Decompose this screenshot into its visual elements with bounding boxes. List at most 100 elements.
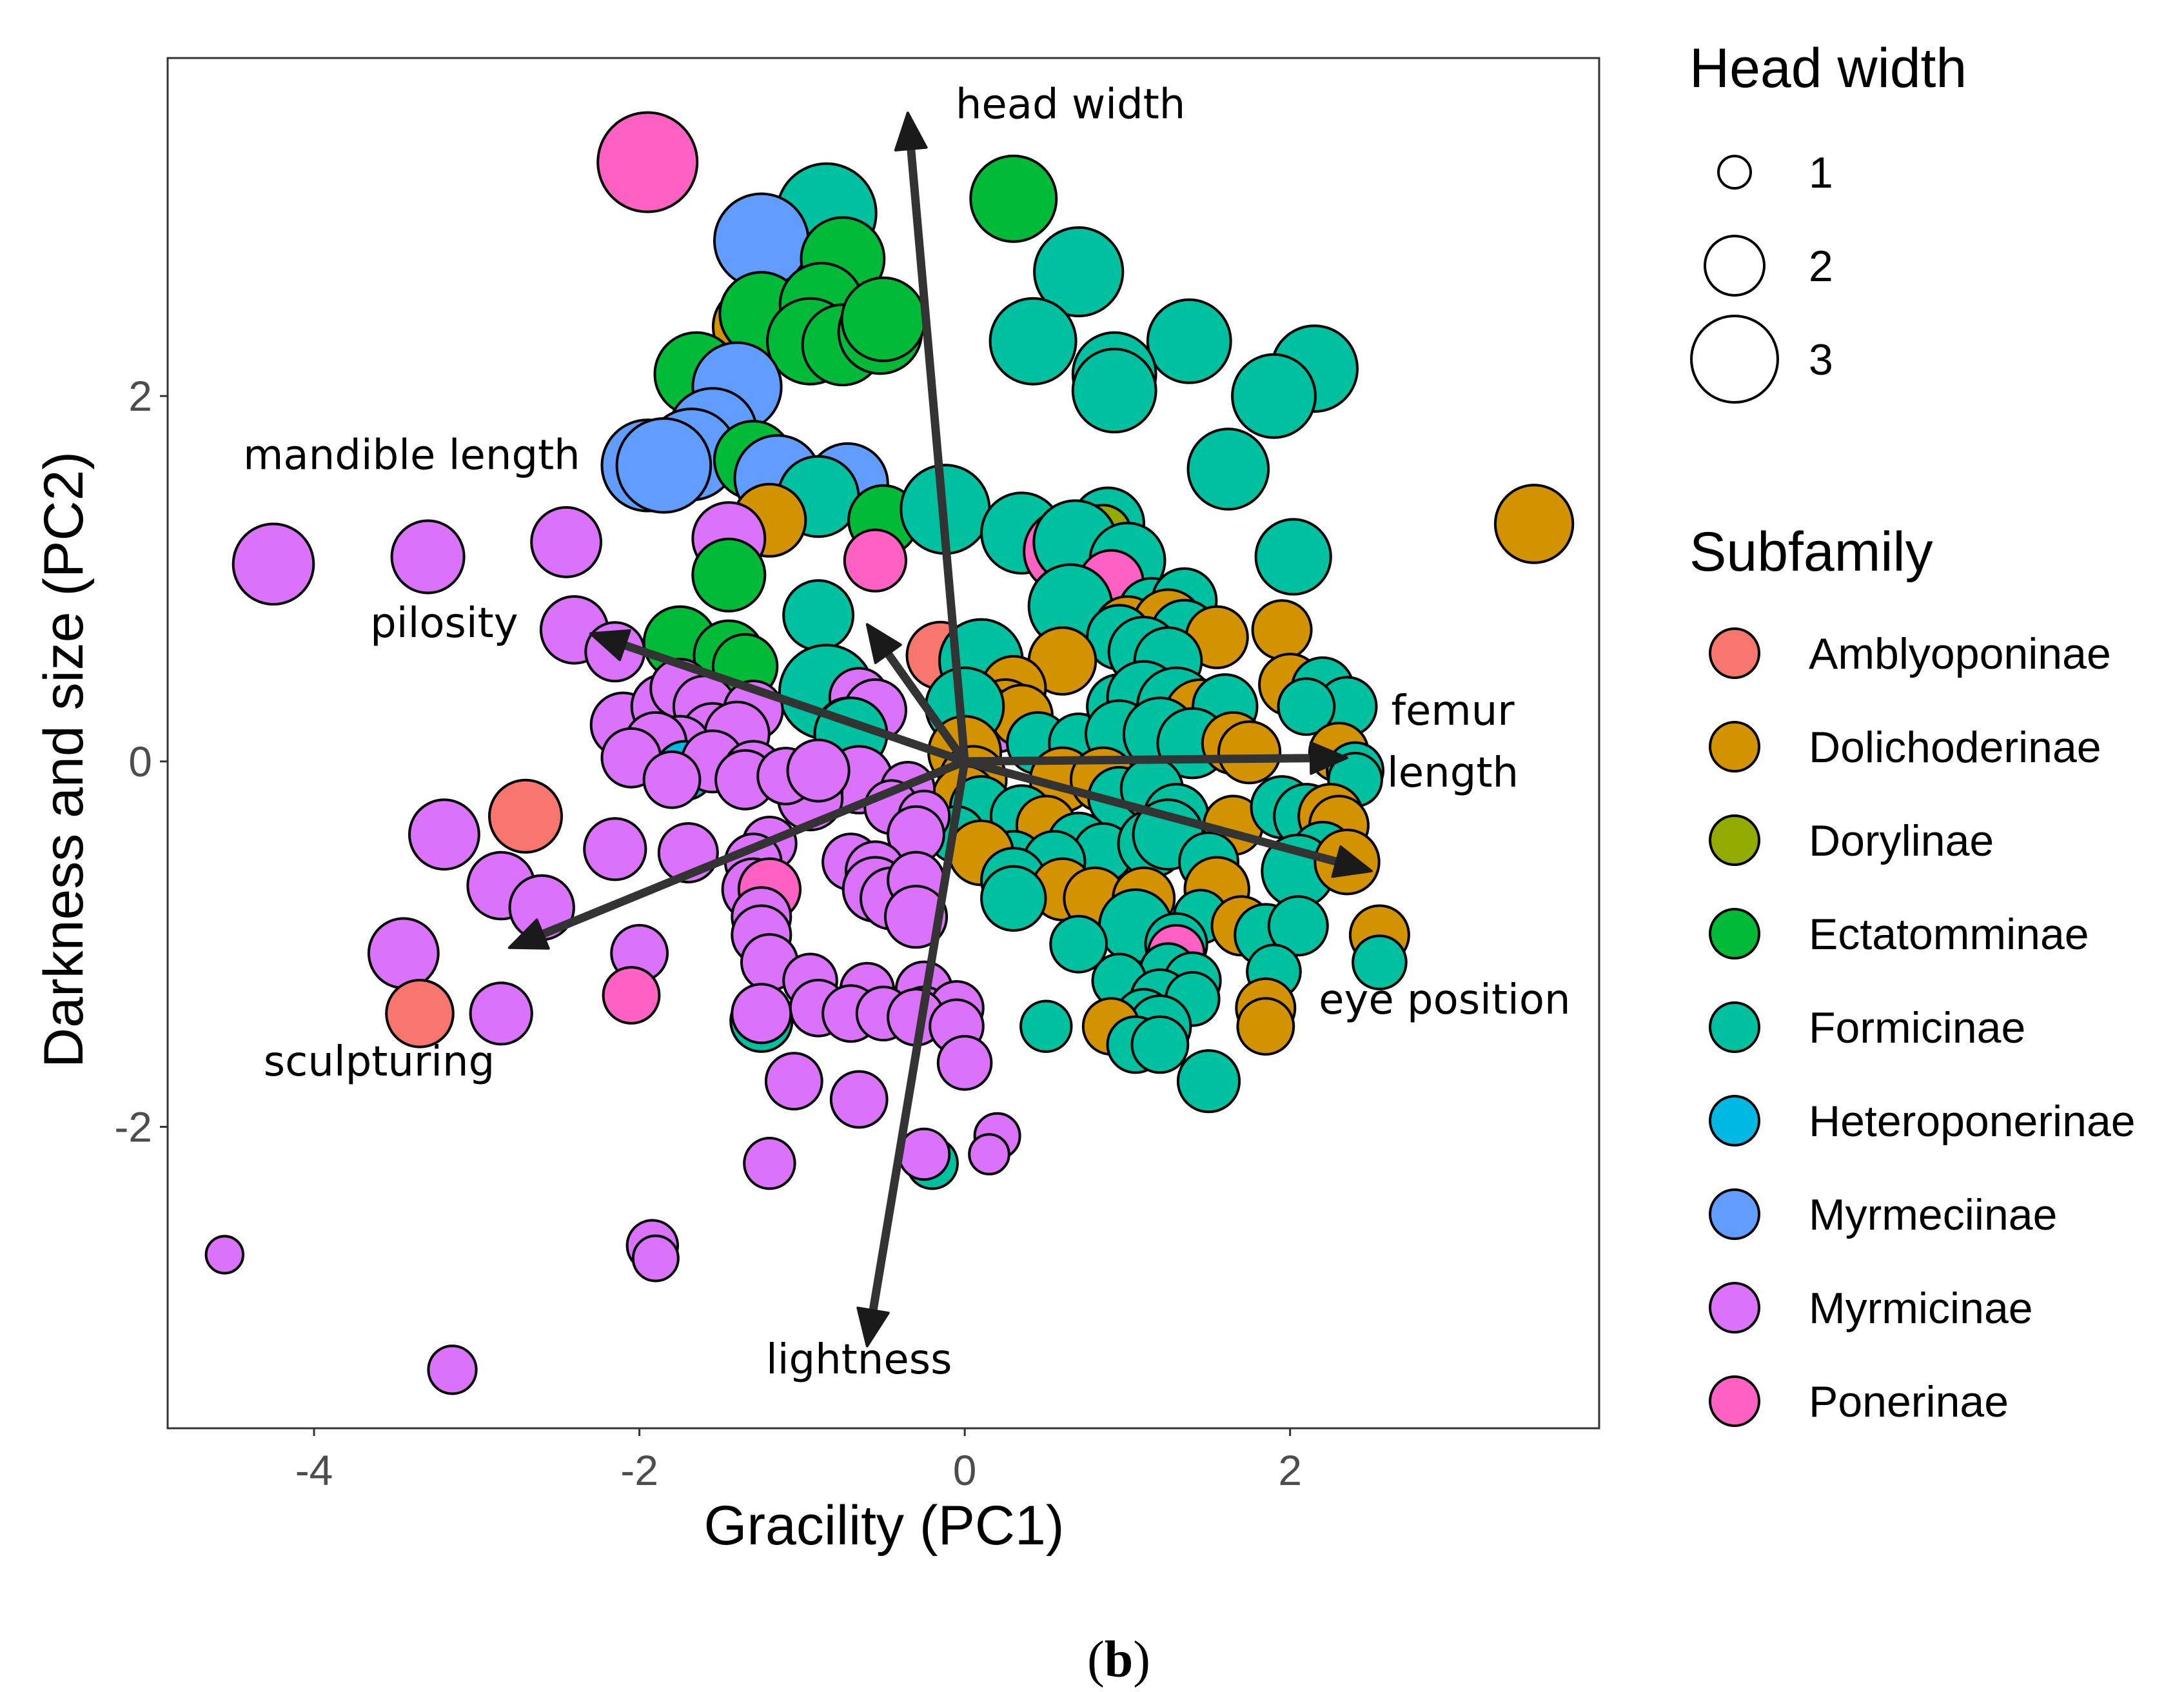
subfamily-legend-key xyxy=(1709,814,1760,866)
caption-open-paren: ( xyxy=(1087,1631,1105,1688)
subfamily-legend-key xyxy=(1709,1188,1760,1240)
size-legend-key xyxy=(1717,155,1752,190)
data-point xyxy=(1130,1015,1190,1074)
data-points xyxy=(204,111,1575,1395)
data-point xyxy=(583,817,647,881)
size-legend: Head width 1 2 3 xyxy=(1689,37,1967,404)
data-point xyxy=(1236,997,1295,1056)
vector-label: pilosity xyxy=(370,600,518,647)
data-point xyxy=(427,1344,478,1395)
vector-label: lightness xyxy=(766,1336,952,1384)
vector-line xyxy=(866,760,969,1326)
vector-arrowhead xyxy=(865,623,902,664)
data-point xyxy=(385,979,455,1048)
loading-vector xyxy=(507,757,967,950)
size-legend-title: Head width xyxy=(1689,37,1967,99)
data-point xyxy=(843,528,908,593)
data-point xyxy=(1251,599,1313,661)
subfamily-legend-key xyxy=(1709,1282,1760,1333)
data-point xyxy=(936,1035,993,1091)
subfamily-legend-label: Myrmicinae xyxy=(1809,1284,2033,1333)
vector-arrowhead xyxy=(507,918,550,950)
subfamily-legend-key xyxy=(1709,1095,1760,1146)
x-tick-label: -4 xyxy=(295,1446,333,1494)
data-point xyxy=(1033,226,1125,318)
subfamily-legend-key xyxy=(1709,908,1760,959)
data-point xyxy=(1217,720,1282,785)
subfamily-legend-label: Heteroponerinae xyxy=(1809,1097,2136,1146)
vector-label: mandible length xyxy=(243,432,580,480)
y-tick-label: 0 xyxy=(128,738,152,785)
subfamily-legend-label: Amblyoponinae xyxy=(1809,629,2111,678)
caption-close-paren: ) xyxy=(1133,1631,1150,1688)
subfamily-legend-label: Myrmeciinae xyxy=(1809,1190,2057,1239)
loading-vector xyxy=(589,629,967,765)
loading-labels: head width mandible length pilosity femur le… xyxy=(243,81,1570,1384)
subfamily-legend-key xyxy=(1709,1001,1760,1053)
loading-vector xyxy=(894,112,969,762)
caption-letter: b xyxy=(1105,1631,1134,1688)
data-point xyxy=(782,579,854,652)
data-point xyxy=(488,778,563,854)
vector-label-line: head width xyxy=(956,81,1186,129)
size-legend-label: 2 xyxy=(1809,242,1833,291)
subfamily-legend-label: Ponerinae xyxy=(1809,1377,2009,1426)
vector-label: sculpturing xyxy=(264,1038,495,1086)
subfamily-legend-key xyxy=(1709,1375,1760,1427)
data-point xyxy=(596,111,699,213)
data-point xyxy=(1277,677,1336,736)
vector-line xyxy=(963,757,1352,870)
data-point xyxy=(743,1137,796,1190)
vector-label: eye position xyxy=(1319,976,1570,1024)
data-point xyxy=(968,1133,1010,1176)
subfamily-legend-label: Ectatomminae xyxy=(1809,910,2089,959)
vector-label-line: length xyxy=(1387,749,1519,797)
data-point xyxy=(390,519,466,595)
data-point xyxy=(1254,518,1332,596)
data-point xyxy=(786,738,851,803)
size-legend-key xyxy=(1690,315,1779,404)
data-point xyxy=(1019,999,1073,1053)
y-axis-title: Darkness and size (PC2) xyxy=(33,451,95,1068)
subfamily-legend: Subfamily Amblyoponinae Dolichoderinae Dor… xyxy=(1689,521,2136,1427)
data-point xyxy=(204,1235,244,1275)
vector-line xyxy=(527,757,967,944)
vector-line xyxy=(905,133,969,762)
data-point xyxy=(1352,934,1408,990)
x-tick-label: 2 xyxy=(1278,1446,1302,1494)
data-point xyxy=(883,885,949,949)
loading-vectors xyxy=(507,112,1373,1348)
y-tick-label: -2 xyxy=(114,1103,152,1151)
size-legend-label: 1 xyxy=(1809,148,1833,197)
data-point xyxy=(642,750,702,809)
data-point xyxy=(840,276,927,362)
vector-arrowhead xyxy=(1331,845,1373,878)
data-point xyxy=(367,917,440,990)
loading-vector xyxy=(963,757,1373,878)
figure-caption: (b) xyxy=(1087,1631,1150,1688)
vector-arrowhead xyxy=(589,629,631,662)
data-point xyxy=(1146,298,1232,384)
subfamily-legend-key xyxy=(1709,721,1760,772)
vector-label: femur length xyxy=(1387,687,1519,797)
vector-arrowhead xyxy=(856,1306,890,1348)
vector-label-line: eye position xyxy=(1319,976,1570,1024)
vector-label-line: sculpturing xyxy=(264,1038,495,1086)
plot-panel xyxy=(166,57,1600,1430)
data-point xyxy=(969,154,1058,243)
data-point xyxy=(1493,484,1575,564)
data-point xyxy=(631,1234,680,1283)
vector-arrowhead xyxy=(1309,741,1348,775)
loading-vector xyxy=(965,741,1348,775)
x-axis-ticks: -4 -2 0 2 xyxy=(295,1428,1302,1494)
vector-label-line: lightness xyxy=(766,1336,952,1384)
vector-label: head width xyxy=(956,81,1186,129)
x-tick-label: 0 xyxy=(953,1446,977,1494)
data-point xyxy=(231,522,315,606)
x-axis-title: Gracility (PC1) xyxy=(703,1495,1064,1557)
size-legend-label: 3 xyxy=(1809,335,1833,384)
data-point xyxy=(1267,895,1329,957)
data-point xyxy=(897,1127,951,1181)
data-point xyxy=(615,417,713,514)
data-point xyxy=(408,798,480,871)
